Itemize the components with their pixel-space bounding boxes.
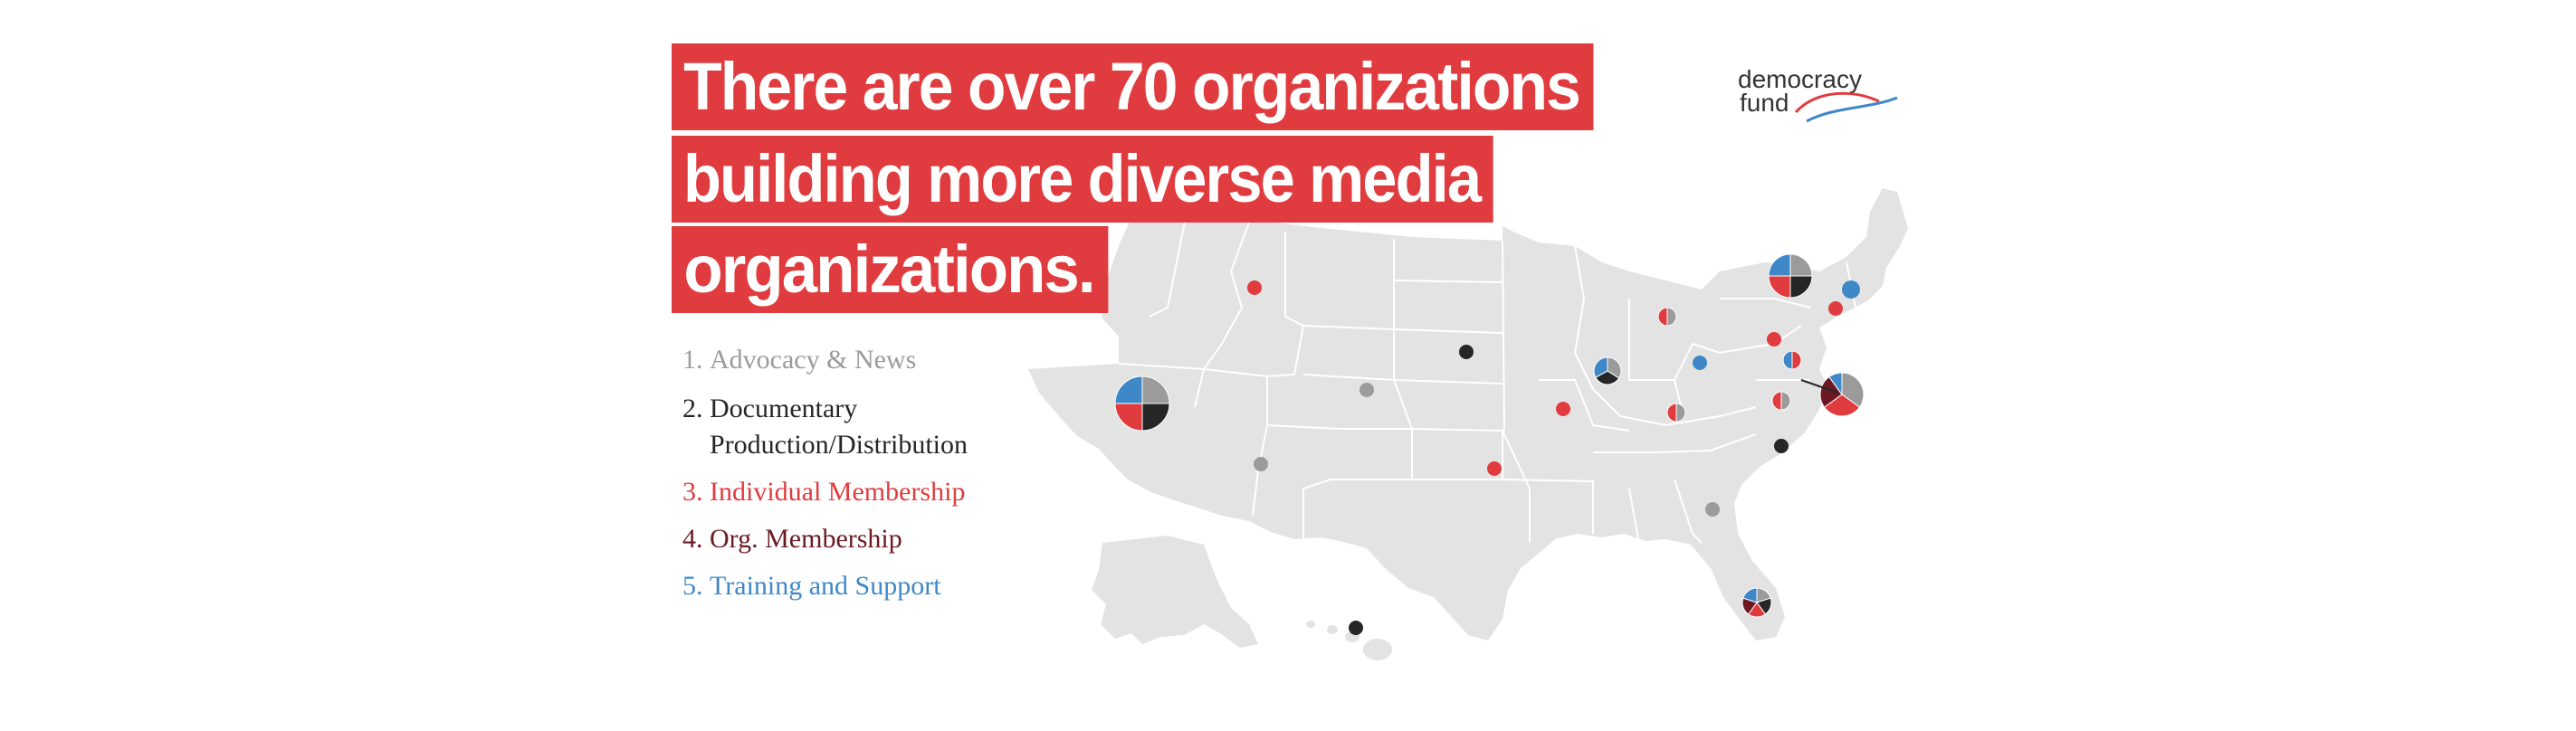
legend-label: Training and Support	[710, 571, 941, 601]
democracy-fund-logo: democracy fund	[1738, 63, 1901, 127]
logo-text-line-1: democracy	[1738, 65, 1862, 93]
pie-slice	[1828, 301, 1843, 316]
pie-slice	[1693, 356, 1707, 370]
pie-marker	[1666, 403, 1686, 422]
pie-slice	[1141, 403, 1170, 432]
pie-marker	[1693, 356, 1707, 370]
pie-slice	[1556, 402, 1570, 416]
pie-marker	[1705, 502, 1720, 517]
pie-slice	[1487, 461, 1502, 476]
pie-marker	[1828, 301, 1843, 316]
pie-slice	[1819, 375, 1843, 408]
legend-item-training-support: 5. Training and Support	[682, 568, 941, 604]
legend-number: 3.	[682, 477, 703, 507]
pie-marker	[1842, 280, 1860, 299]
pie-slice	[1768, 253, 1791, 277]
legend-label: Documentary	[710, 394, 858, 423]
legend-number: 4.	[682, 524, 703, 554]
pie-marker	[1782, 350, 1802, 370]
pie-slice	[1828, 372, 1843, 396]
dc-callout-line	[1800, 379, 1838, 394]
pie-slice	[1675, 403, 1686, 422]
pie-slice	[1789, 275, 1813, 299]
pie-slice	[1771, 391, 1782, 411]
pie-marker	[1819, 372, 1865, 417]
pie-slice	[1791, 350, 1802, 370]
contiguous-us-shape	[1028, 188, 1908, 641]
legend-item-individual-membership: 3. Individual Membership	[682, 474, 965, 510]
pie-marker	[1247, 280, 1262, 295]
pie-marker	[1771, 391, 1791, 411]
hawaii-shape	[1306, 621, 1315, 628]
pie-slice	[1780, 391, 1791, 411]
hawaii-shape	[1363, 639, 1392, 660]
headline-line-1: There are over 70 organizations	[672, 43, 1593, 130]
pie-slice	[1459, 345, 1474, 359]
pie-slice	[1789, 253, 1813, 277]
pie-marker	[1360, 383, 1374, 397]
legend-label: Org. Membership	[710, 524, 902, 554]
pie-marker	[1741, 587, 1772, 618]
legend-number: 2.	[682, 394, 703, 423]
alaska-shape	[1092, 536, 1258, 648]
pie-marker	[1768, 253, 1813, 299]
pie-marker	[1349, 621, 1363, 635]
pie-marker	[1487, 461, 1502, 476]
headline-line-2: building more diverse media	[672, 136, 1493, 223]
pie-marker	[1114, 375, 1170, 432]
pie-slice	[1141, 375, 1170, 404]
headline-line-3: organizations.	[672, 226, 1108, 313]
logo-text-line-2: fund	[1740, 89, 1789, 117]
pie-marker	[1556, 402, 1570, 416]
legend-item-advocacy: 1. Advocacy & News	[682, 342, 916, 378]
pie-marker	[1767, 332, 1781, 347]
pie-slice	[1782, 350, 1793, 370]
pie-slice	[1768, 275, 1791, 299]
pie-marker	[1774, 439, 1789, 453]
pie-marker	[1254, 457, 1268, 471]
pie-slice	[1841, 372, 1865, 408]
pie-slice	[1114, 403, 1143, 432]
pie-marker	[1593, 356, 1622, 385]
pie-slice	[1666, 307, 1677, 327]
pie-slice	[1842, 280, 1860, 299]
pie-slice	[1254, 457, 1268, 471]
pie-slice	[1823, 394, 1861, 417]
legend-item-org-membership: 4. Org. Membership	[682, 521, 902, 557]
pie-slice	[1774, 439, 1789, 453]
pie-slice	[1666, 403, 1677, 422]
pie-slice	[1114, 375, 1143, 404]
pie-slice	[1705, 502, 1720, 517]
pie-markers	[1114, 253, 1865, 635]
pie-marker	[1459, 345, 1474, 359]
legend-label: Advocacy & News	[710, 345, 917, 375]
pie-slice	[1247, 280, 1262, 295]
pie-marker	[1657, 307, 1677, 327]
legend-label: Individual Membership	[710, 477, 966, 507]
legend-label-continued: Production/Distribution	[710, 430, 968, 460]
pie-slice	[1593, 356, 1608, 378]
logo-swoosh-icon	[1794, 91, 1898, 123]
pie-slice	[1767, 332, 1781, 347]
hawaii-shape	[1327, 625, 1338, 634]
pie-slice	[1360, 383, 1374, 397]
pie-slice	[1349, 621, 1363, 635]
legend-item-documentary: 2. Documentary Production/Distribution	[682, 391, 968, 463]
pie-slice	[1742, 587, 1758, 603]
pie-slice	[1657, 307, 1668, 327]
legend-number: 1.	[682, 345, 703, 375]
legend-number: 5.	[682, 571, 703, 601]
